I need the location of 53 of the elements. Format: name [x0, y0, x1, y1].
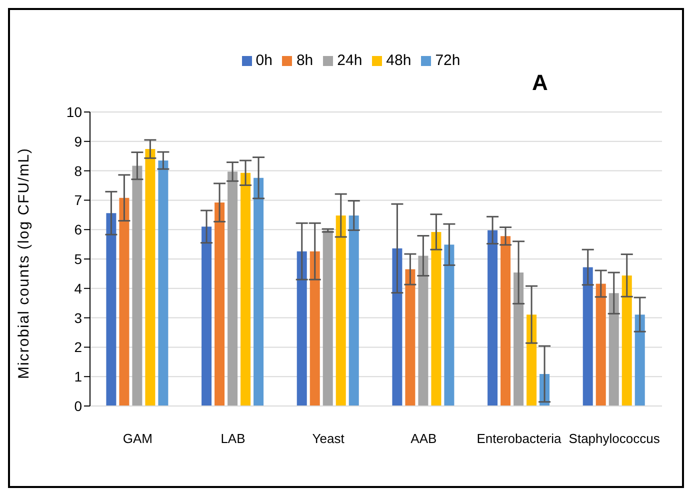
y-tick-label: 8	[74, 162, 82, 179]
y-tick-label: 5	[74, 250, 82, 267]
legend-label: 48h	[386, 52, 412, 69]
bar	[431, 232, 442, 406]
bar	[514, 272, 524, 406]
bar	[296, 251, 307, 406]
text: A	[532, 70, 548, 96]
bar	[106, 213, 116, 406]
bar	[132, 166, 142, 406]
y-tick-label: 7	[74, 192, 82, 208]
legend-label: 24h	[337, 52, 362, 69]
bar	[145, 149, 156, 406]
x-tick-label: AAB	[410, 431, 437, 446]
y-tick-label: 2	[74, 339, 82, 356]
x-tick-label: Staphylococcus	[568, 431, 660, 446]
bar	[608, 293, 619, 406]
bar	[392, 248, 402, 406]
bar	[254, 178, 264, 406]
bar	[214, 202, 225, 406]
x-tick-label: Enterobacteria	[476, 431, 562, 446]
y-tick-label: 0	[74, 398, 82, 414]
y-axis-title: Microbial counts (log CFU/mL)	[15, 147, 32, 379]
y-tick-label: 1	[74, 368, 82, 385]
legend-label: 72h	[435, 52, 460, 69]
bar	[348, 215, 359, 406]
bar	[119, 198, 130, 406]
bar	[488, 230, 498, 406]
legend-label: 0h	[256, 52, 272, 69]
bar	[444, 244, 454, 406]
bar	[405, 269, 416, 406]
bar	[582, 267, 593, 406]
bar	[418, 256, 428, 406]
bar	[336, 215, 346, 406]
y-tick-label: 3	[74, 310, 82, 326]
bar	[228, 172, 238, 406]
bar	[240, 172, 251, 406]
x-tick-label: LAB	[220, 431, 246, 446]
y-tick-label: 10	[66, 104, 82, 120]
y-tick-label: 9	[74, 133, 82, 150]
bar	[202, 226, 212, 406]
x-tick-label: Yeast	[312, 431, 345, 446]
bar	[526, 314, 537, 406]
bar	[158, 160, 168, 406]
bar	[322, 230, 333, 406]
y-tick-label: 4	[74, 280, 82, 296]
bar	[596, 284, 606, 406]
x-tick-label: GAM	[122, 431, 152, 446]
bar	[634, 314, 645, 406]
bar	[622, 275, 632, 406]
y-tick-label: 6	[74, 222, 82, 238]
legend-label: 8h	[296, 52, 314, 69]
bar	[500, 236, 511, 406]
bar	[310, 251, 320, 406]
